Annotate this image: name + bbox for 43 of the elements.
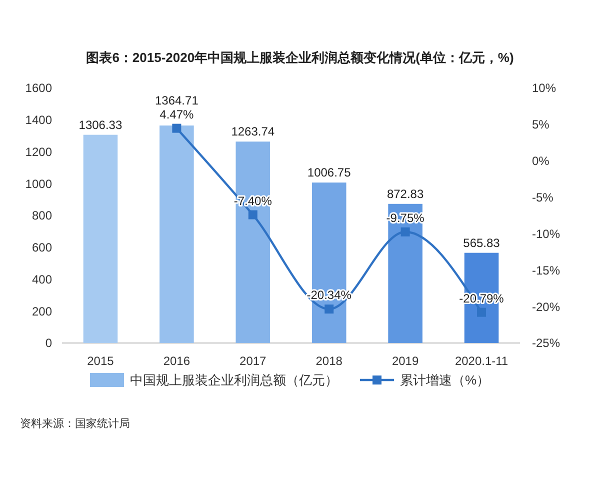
legend-label: 累计增速（%） (400, 372, 490, 388)
y-tick-label: 1200 (25, 144, 52, 159)
bar (160, 126, 194, 343)
bar (83, 134, 118, 343)
y2-tick-label: 0% (532, 154, 550, 168)
chart-title: 图表6：2015-2020年中国规上服装企业利润总额变化情况(单位：亿元，%) (86, 50, 514, 65)
data-label: 4.47% (160, 107, 194, 122)
point (172, 124, 182, 133)
y2-tick-label: -10% (532, 226, 560, 241)
y-tick-label: 600 (32, 240, 52, 255)
data-label: 872.83 (386, 186, 424, 201)
data-label: 565.83 (463, 236, 500, 250)
point (324, 304, 334, 314)
x-tick-label: 2016 (163, 354, 190, 368)
y-tick-label: 400 (32, 272, 52, 286)
data-label: 1263.74 (231, 124, 275, 139)
x-tick-label: 2019 (392, 354, 419, 368)
x-tick-label: 2020.1-11 (454, 354, 508, 368)
bar (388, 204, 422, 343)
x-tick-label: 2017 (240, 354, 267, 368)
y-tick-label: 1400 (25, 113, 52, 128)
x-tick-label: 2018 (316, 354, 343, 368)
y-tick-label: 800 (32, 208, 52, 223)
y2-tick-label: 10% (532, 81, 556, 96)
y2-tick-label: -20% (532, 300, 560, 314)
y-tick-label: 200 (32, 304, 52, 318)
data-label: 1006.75 (307, 166, 352, 180)
x-tick-label: 2015 (87, 354, 114, 368)
y2-tick-label: -25% (532, 336, 560, 350)
data-label: 1364.71 (154, 93, 199, 108)
bar (236, 142, 270, 343)
y-tick-label: 0 (45, 336, 52, 350)
y-tick-label: 1000 (25, 176, 52, 191)
y2-tick-label: -15% (532, 263, 560, 278)
text: 资料来源：国家统计局 (20, 417, 130, 430)
point (248, 210, 258, 220)
legend-label: 中国规上服装企业利润总额（亿元） (130, 372, 338, 388)
y2-tick-label: -5% (532, 190, 554, 204)
y-tick-label: 1600 (25, 81, 52, 96)
point (400, 227, 410, 236)
point (477, 308, 486, 317)
data-label: 1306.33 (78, 118, 122, 132)
y2-tick-label: 5% (532, 118, 550, 132)
